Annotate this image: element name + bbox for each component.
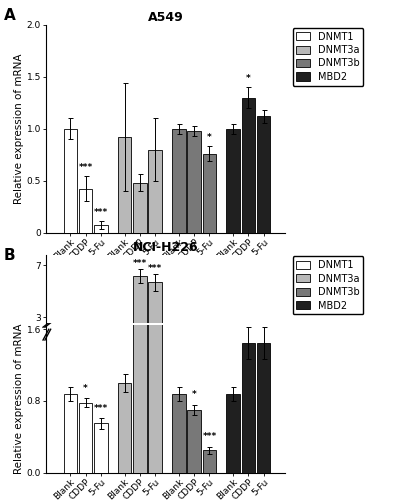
Text: A: A [4,8,16,22]
Bar [203,353,216,356]
Text: ***: *** [79,164,93,172]
Bar [188,410,201,472]
Bar [226,394,240,472]
Text: ***: *** [148,264,162,273]
Bar [63,128,77,232]
Bar [118,137,131,232]
Text: ***: *** [133,259,147,268]
Bar [133,182,146,232]
Bar [257,116,271,232]
Bar [133,276,146,356]
Bar [148,0,162,472]
Legend: DNMT1, DNMT3a, DNMT3b, MBD2: DNMT1, DNMT3a, DNMT3b, MBD2 [292,256,363,314]
Bar [203,450,216,472]
Text: ***: *** [202,432,217,441]
Text: *: * [192,390,196,399]
Bar [79,403,92,472]
Bar [203,154,216,232]
Title: NCI-H226: NCI-H226 [133,241,198,254]
Bar [94,349,108,356]
Text: *: * [207,133,212,142]
Bar [172,128,186,232]
Bar [118,383,131,472]
Title: A549: A549 [148,11,184,24]
Bar [148,282,162,356]
Bar [94,424,108,472]
Bar [63,394,77,472]
Text: ***: *** [94,208,108,217]
Bar [257,338,271,356]
Bar [118,344,131,356]
Y-axis label: Relative expression of mRNA: Relative expression of mRNA [14,54,24,204]
Bar [188,131,201,232]
Bar [242,343,255,472]
Y-axis label: Relative expression of mRNA: Relative expression of mRNA [14,324,24,474]
Bar [133,0,146,472]
Text: *: * [246,74,251,83]
Bar [63,345,77,356]
Bar [257,343,271,472]
Text: B: B [4,248,16,262]
Legend: DNMT1, DNMT3a, DNMT3b, MBD2: DNMT1, DNMT3a, DNMT3b, MBD2 [292,28,363,86]
Bar [242,98,255,232]
Bar [94,225,108,232]
Bar [226,128,240,232]
Bar [148,150,162,232]
Bar [79,189,92,232]
Bar [226,345,240,356]
Bar [188,347,201,356]
Text: ***: *** [94,404,108,412]
Bar [172,345,186,356]
Bar [242,338,255,356]
Bar [79,346,92,356]
Text: *: * [83,384,88,393]
Bar [172,394,186,472]
